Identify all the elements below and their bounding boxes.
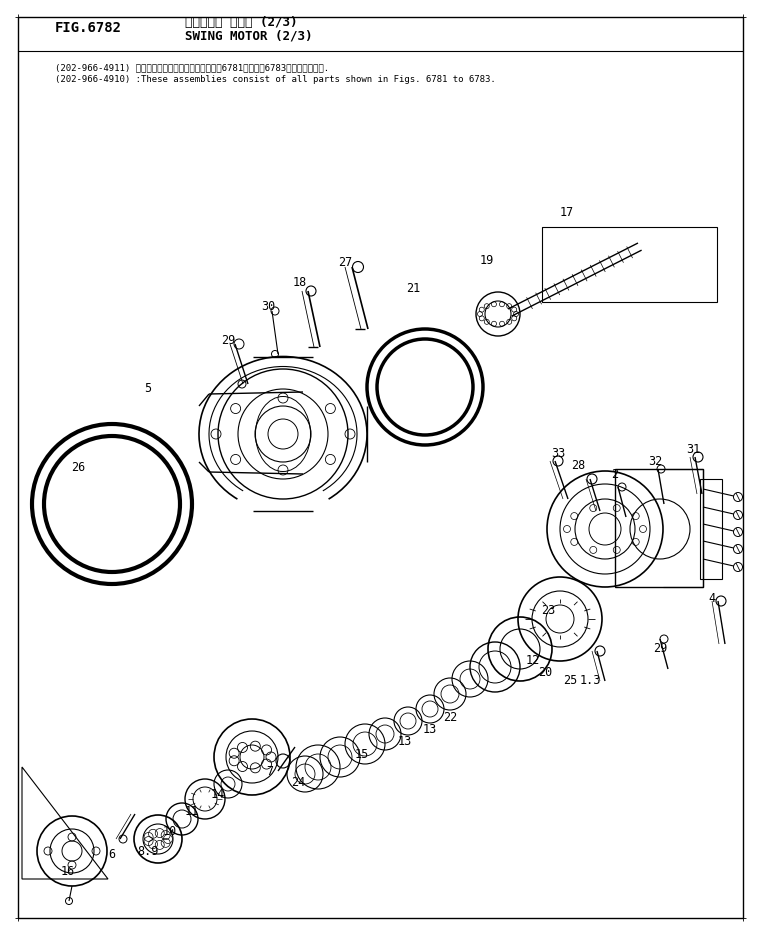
Text: 22: 22	[443, 710, 457, 724]
Text: 17: 17	[560, 206, 574, 219]
Circle shape	[734, 563, 743, 572]
Text: 21: 21	[406, 281, 420, 294]
Bar	[542, 227, 717, 302]
Circle shape	[734, 528, 743, 537]
Circle shape	[734, 545, 743, 554]
Text: 12: 12	[526, 652, 540, 665]
Text: スイング・ モータ (2/3): スイング・ モータ (2/3)	[185, 16, 298, 28]
Text: FIG.6782: FIG.6782	[55, 21, 122, 35]
Text: 28: 28	[571, 459, 585, 472]
Text: 20: 20	[538, 665, 552, 678]
Text: 26: 26	[71, 461, 85, 474]
Text: 16: 16	[61, 865, 75, 878]
Text: 13: 13	[423, 723, 437, 736]
Text: (202-966-4911) これらのアセンブリの構成部品は囶6781図から囶6783図まで含みます.: (202-966-4911) これらのアセンブリの構成部品は囶6781図から囶6…	[55, 64, 329, 72]
Text: 1.3: 1.3	[579, 673, 600, 686]
Text: SWING MOTOR (2/3): SWING MOTOR (2/3)	[185, 29, 313, 42]
Text: 6: 6	[108, 848, 116, 860]
Text: 19: 19	[480, 255, 494, 267]
Text: 11: 11	[185, 805, 199, 818]
Text: 10: 10	[163, 825, 177, 838]
Circle shape	[734, 511, 743, 519]
Text: 4: 4	[708, 591, 715, 604]
Text: 29: 29	[221, 333, 235, 346]
Text: 5: 5	[145, 381, 151, 394]
Text: 23: 23	[541, 603, 555, 616]
Circle shape	[734, 493, 743, 502]
Text: 33: 33	[551, 447, 565, 460]
Text: 15: 15	[355, 748, 369, 761]
Text: 27: 27	[338, 256, 352, 270]
Text: 32: 32	[648, 455, 662, 468]
Text: 2: 2	[611, 468, 619, 481]
Bar	[700, 479, 722, 579]
Text: 29: 29	[653, 641, 667, 654]
Text: 30: 30	[261, 300, 275, 313]
Text: (202-966-4910) :These assemblies consist of all parts shown in Figs. 6781 to 678: (202-966-4910) :These assemblies consist…	[55, 76, 495, 84]
Text: 7: 7	[266, 765, 273, 778]
Text: 25: 25	[563, 673, 577, 686]
Text: 13: 13	[398, 735, 412, 748]
Text: 24: 24	[291, 776, 305, 789]
Text: 31: 31	[686, 443, 700, 456]
Text: 18: 18	[293, 276, 307, 289]
Bar	[615, 470, 703, 588]
Text: 14: 14	[211, 788, 225, 800]
Text: 8.9: 8.9	[137, 844, 159, 857]
